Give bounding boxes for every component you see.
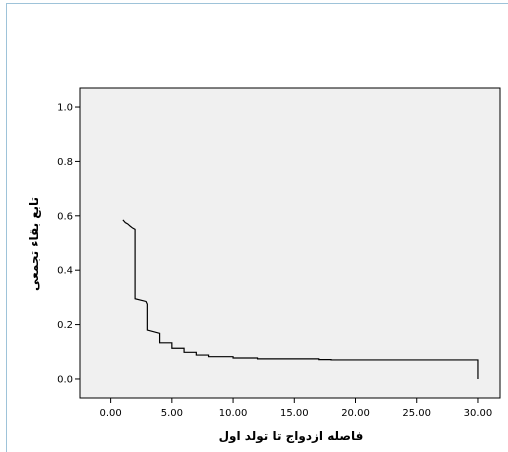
x-axis-title: فاصله ازدواج تا تولد اول (219, 429, 364, 444)
x-tick-label: 0.00 (99, 408, 121, 419)
x-tick-label: 20.00 (341, 408, 370, 419)
x-tick-label: 5.00 (161, 408, 183, 419)
y-tick-label: 0.2 (57, 320, 73, 331)
x-axis-ticks: 0.00 5.00 10.00 15.00 20.00 25.00 30.00 (99, 398, 492, 419)
y-tick-label: 0.4 (57, 266, 73, 277)
x-tick-label: 30.00 (464, 408, 493, 419)
y-axis-ticks: 0.0 0.2 0.4 0.6 0.8 1.0 (57, 103, 80, 385)
survival-curve (122, 219, 479, 379)
x-tick-label: 15.00 (280, 408, 309, 419)
x-tick-label: 10.00 (219, 408, 248, 419)
chart-frame (6, 3, 508, 452)
y-tick-label: 0.0 (57, 374, 73, 385)
x-tick-label: 25.00 (402, 408, 431, 419)
plot-area (79, 87, 501, 399)
y-tick-label: 0.8 (57, 157, 73, 168)
y-axis-title: تابع بقاء تجمعی (27, 197, 41, 291)
y-tick-label: 0.6 (57, 211, 73, 222)
y-tick-label: 1.0 (57, 103, 73, 114)
